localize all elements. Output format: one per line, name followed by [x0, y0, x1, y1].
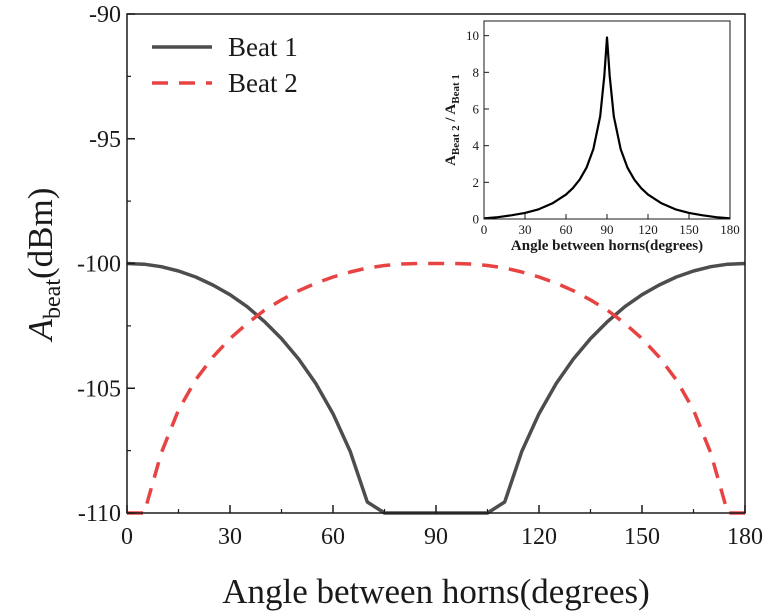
inset-chart: 0 30 60 90 120 150 180 0 2 4 6 8 10 Angle between ho… — [443, 20, 740, 254]
inset-y-tick-label: 10 — [466, 28, 479, 43]
inset-y-tick-label: 8 — [473, 65, 480, 80]
inset-background — [484, 21, 730, 219]
main-x-axis-label: Angle between horns(degrees) — [222, 572, 650, 611]
x-tick-label: 180 — [727, 524, 763, 550]
y-tick-label: -90 — [89, 2, 121, 28]
inset-y-tick-label: 6 — [473, 102, 480, 117]
y-tick-label: -95 — [89, 127, 121, 153]
inset-x-tick-label: 180 — [720, 222, 740, 237]
x-tick-label: 30 — [218, 524, 242, 550]
inset-y-tick-label: 2 — [473, 175, 480, 190]
series-line-beat-2 — [127, 261, 745, 515]
y-tick-label: -105 — [77, 376, 121, 402]
inset-y-axis-label: ABeat 2 / ABeat 1 — [443, 74, 462, 166]
inset-y-tick-label: 4 — [473, 138, 480, 153]
y-tick-label: -110 — [78, 501, 121, 527]
series-line-beat-1 — [126, 261, 746, 515]
inset-x-tick-label: 90 — [601, 222, 614, 237]
inset-x-tick-label: 150 — [679, 222, 699, 237]
legend: Beat 1 Beat 2 — [152, 32, 298, 98]
y-tick-label: -100 — [77, 252, 121, 278]
x-tick-label: 120 — [521, 524, 557, 550]
inset-x-tick-label: 30 — [519, 222, 532, 237]
inset-x-tick-label: 0 — [481, 222, 488, 237]
inset-x-tick-label: 60 — [560, 222, 573, 237]
legend-label: Beat 1 — [228, 32, 298, 62]
x-tick-label: 0 — [121, 524, 133, 550]
x-tick-label: 90 — [424, 524, 448, 550]
inset-y-tick-label: 0 — [473, 212, 480, 227]
x-tick-label: 150 — [624, 524, 660, 550]
x-tick-label: 60 — [321, 524, 345, 550]
inset-ratio-line — [483, 36, 731, 220]
inset-x-axis-label: Angle between horns(degrees) — [511, 238, 703, 254]
legend-label: Beat 2 — [228, 68, 298, 98]
main-y-axis-label: Abeat(dBm) — [21, 188, 66, 343]
inset-x-tick-label: 120 — [638, 222, 658, 237]
main-chart: 0 30 60 90 120 150 180-90-95-100-105-110 Angle… — [21, 2, 763, 611]
